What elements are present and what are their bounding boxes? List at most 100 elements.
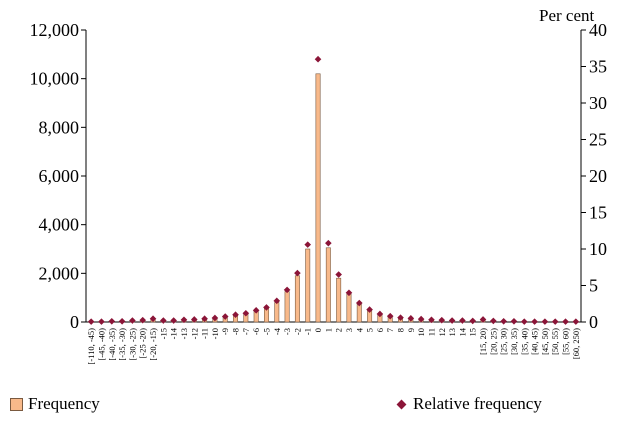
right-axis-title: Per cent <box>539 6 595 25</box>
legend-frequency: Frequency <box>10 394 100 414</box>
x-tick-label: 0 <box>313 328 323 332</box>
relative-frequency-point <box>407 315 415 322</box>
x-tick-label: [40, 45) <box>530 328 540 355</box>
left-tick-label: 12,000 <box>30 20 80 40</box>
x-tick-label: [25, 30) <box>499 328 509 355</box>
x-tick-label: 13 <box>447 328 457 337</box>
relative-frequency-point <box>551 318 559 325</box>
x-tick-label: -8 <box>231 328 241 335</box>
left-tick-label: 8,000 <box>39 117 80 137</box>
x-tick-label: [-110, -45) <box>86 328 96 365</box>
relative-frequency-point <box>149 315 157 323</box>
x-tick-label: -11 <box>200 328 210 339</box>
relative-frequency-point <box>397 314 404 321</box>
relative-frequency-point <box>180 316 188 324</box>
right-tick-label: 40 <box>589 20 607 40</box>
x-tick-label: 12 <box>437 328 447 337</box>
relative-frequency-point <box>170 317 177 324</box>
left-tick-label: 4,000 <box>39 215 80 235</box>
x-tick-label: 1 <box>323 328 333 332</box>
relative-frequency-point <box>335 271 342 278</box>
legend-relative-frequency-label: Relative frequency <box>413 394 542 413</box>
x-tick-label: [-35, -30) <box>117 328 127 361</box>
x-tick-label: [45, 50) <box>540 328 550 355</box>
relative-frequency-point <box>98 318 105 325</box>
relative-frequency-point <box>386 312 394 320</box>
left-tick-label: 2,000 <box>39 263 80 283</box>
x-tick-label: -1 <box>303 328 313 335</box>
relative-frequency-marker-icon <box>396 399 407 409</box>
x-tick-label: -10 <box>210 328 220 339</box>
relative-frequency-point <box>283 286 291 294</box>
right-tick-label: 15 <box>589 203 607 223</box>
x-tick-label: [35, 40) <box>519 328 529 355</box>
x-tick-label: [20, 25) <box>488 328 498 355</box>
relative-frequency-point <box>541 318 549 325</box>
relative-frequency-point <box>572 318 580 325</box>
relative-frequency-point <box>376 310 384 318</box>
x-tick-label: -13 <box>179 328 189 339</box>
x-tick-label: 5 <box>365 328 375 332</box>
relative-frequency-point <box>211 314 219 322</box>
relative-frequency-point <box>118 317 126 325</box>
frequency-bar <box>305 248 311 323</box>
relative-frequency-point <box>263 304 270 311</box>
frequency-bar <box>315 73 321 323</box>
x-tick-label: 15 <box>468 328 478 337</box>
right-tick-label: 25 <box>589 130 607 150</box>
right-tick-label: 0 <box>589 312 598 332</box>
x-tick-label: [15, 20) <box>478 328 488 355</box>
relative-frequency-point <box>139 316 147 324</box>
right-tick-label: 20 <box>589 166 607 186</box>
relative-frequency-point <box>304 241 312 248</box>
left-tick-label: 0 <box>70 312 79 332</box>
frequency-bar <box>325 247 331 323</box>
x-tick-label: -12 <box>189 328 199 339</box>
right-tick-label: 30 <box>589 93 607 113</box>
left-tick-label: 10,000 <box>30 69 80 89</box>
frequency-bar <box>336 277 342 323</box>
x-tick-label: 14 <box>457 327 467 336</box>
x-tick-label: [-30, -25) <box>127 328 137 361</box>
x-tick-label: 2 <box>334 328 344 332</box>
x-tick-label: -5 <box>261 328 271 335</box>
relative-frequency-point <box>355 299 363 307</box>
x-tick-label: -9 <box>220 328 230 335</box>
relative-frequency-point <box>294 269 301 277</box>
x-tick-label: 3 <box>344 328 354 332</box>
relative-frequency-point <box>479 316 487 323</box>
x-tick-label: [-40, -35) <box>107 328 117 361</box>
relative-frequency-point <box>221 313 229 320</box>
x-tick-label: -7 <box>241 328 251 335</box>
frequency-bar <box>346 293 352 323</box>
x-tick-label: -6 <box>251 328 261 335</box>
x-tick-label: -2 <box>292 328 302 335</box>
relative-frequency-point <box>438 316 446 324</box>
x-tick-label: 9 <box>406 328 416 332</box>
x-tick-label: 7 <box>385 328 395 332</box>
right-tick-label: 10 <box>589 239 607 259</box>
x-tick-label: [50, 55) <box>550 328 560 355</box>
x-tick-label: 4 <box>354 327 364 332</box>
relative-frequency-point <box>510 317 518 325</box>
frequency-swatch <box>10 397 23 411</box>
relative-frequency-point <box>273 297 281 305</box>
relative-frequency-point <box>562 318 569 325</box>
relative-frequency-point <box>325 239 332 247</box>
relative-frequency-point <box>242 309 250 317</box>
x-tick-label: [-25 -20) <box>138 328 148 359</box>
relative-frequency-point <box>314 55 322 63</box>
x-tick-label: 10 <box>416 328 426 337</box>
x-tick-label: [60, 250) <box>571 328 581 359</box>
relative-frequency-point <box>201 315 208 323</box>
x-tick-label: -3 <box>282 328 292 335</box>
x-tick-label: -14 <box>169 327 179 339</box>
relative-frequency-point <box>190 316 198 323</box>
right-tick-label: 35 <box>589 57 607 77</box>
relative-frequency-point <box>469 317 477 325</box>
relative-frequency-point <box>490 317 497 325</box>
x-tick-label: [-45, -40) <box>96 328 106 361</box>
frequency-bar <box>356 303 362 323</box>
x-tick-label: [-20, -15) <box>148 328 158 361</box>
